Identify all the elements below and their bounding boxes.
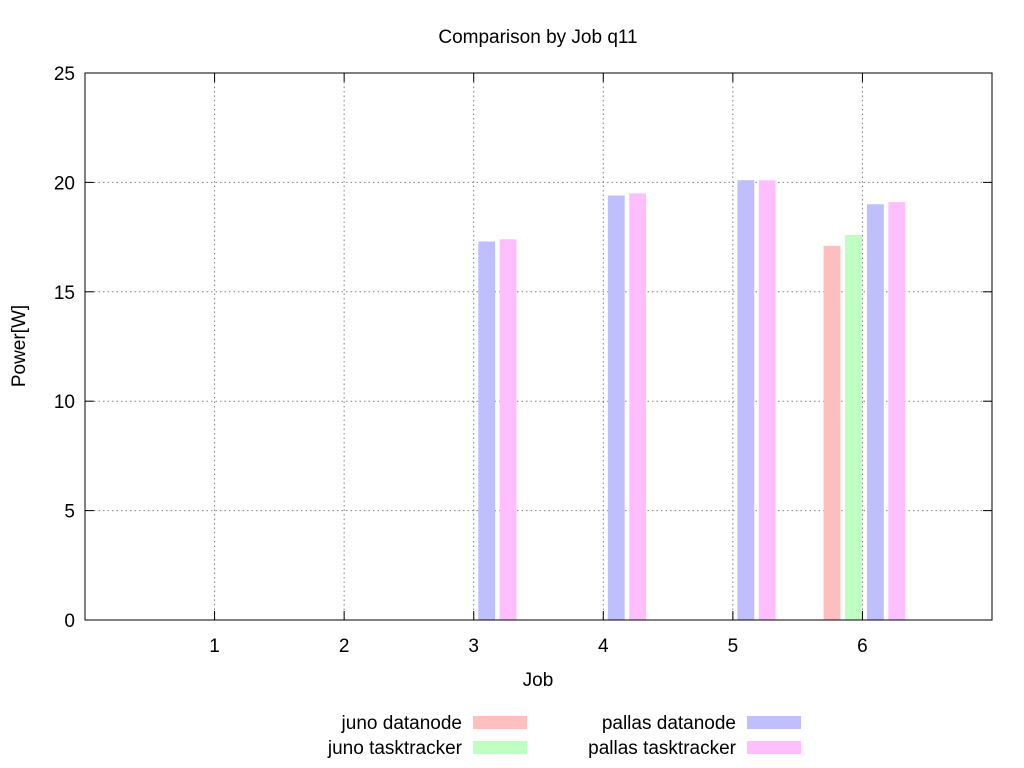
chart-title: Comparison by Job q11 [438,27,637,48]
legend-swatch [473,741,527,754]
axes: 0 5 10 15 20 25 1 2 3 4 5 6 [54,64,993,657]
legend-label: juno tasktracker [327,738,463,759]
legend: juno datanode juno tasktracker pallas data… [327,713,801,759]
x-tick-label: 4 [598,636,609,657]
legend-label: juno datanode [341,713,462,734]
legend-label: pallas tasktracker [588,738,737,759]
y-tick-label: 0 [64,611,75,632]
y-tick-label: 20 [54,173,75,194]
x-tick-label: 3 [468,636,479,657]
x-tick-label: 1 [209,636,220,657]
bar-pallas-datanode-job-6 [866,204,884,620]
x-tick-label: 5 [728,636,739,657]
legend-swatch [747,741,801,754]
plot-frame [84,72,993,621]
bar-juno-tasktracker-job-6 [844,234,862,621]
y-tick-label: 15 [54,283,75,304]
legend-swatch [473,716,527,729]
bar-pallas-datanode-job-4 [607,195,625,620]
y-tick-label: 10 [54,392,75,413]
x-axis-label: Job [523,670,554,691]
bars [478,180,906,621]
bar-pallas-tasktracker-job-3 [499,239,517,620]
legend-swatch [747,716,801,729]
grid [85,73,992,620]
bar-pallas-tasktracker-job-5 [758,180,776,620]
bar-pallas-datanode-job-5 [737,180,755,620]
y-axis-label: Power[W] [9,305,30,387]
bar-pallas-tasktracker-job-6 [888,202,906,621]
y-tick-label: 5 [64,502,75,523]
legend-label: pallas datanode [602,713,736,734]
bar-juno-datanode-job-6 [823,245,841,621]
x-tick-label: 2 [339,636,350,657]
x-tick-label: 6 [857,636,868,657]
bar-pallas-datanode-job-3 [478,241,496,620]
bar-pallas-tasktracker-job-4 [629,193,647,620]
y-tick-label: 25 [54,64,75,85]
